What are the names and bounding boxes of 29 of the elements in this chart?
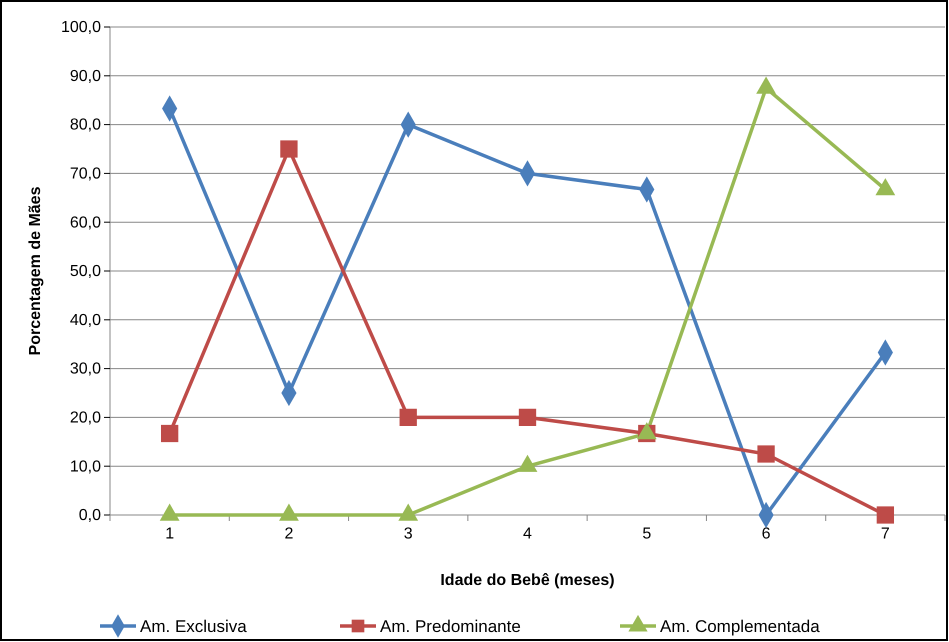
y-tick-label: 10,0 [70,458,102,476]
legend-label: Am. Complementada [660,617,820,636]
x-tick-label: 6 [762,525,771,542]
point [400,408,417,426]
y-tick-label: 70,0 [70,166,102,183]
point [280,140,298,158]
x-tick-label: 1 [165,525,174,542]
x-tick-label: 3 [404,525,413,542]
y-tick-label: 90,0 [70,68,102,85]
point [518,408,536,426]
point [876,506,894,524]
x-tick-label: 4 [523,525,532,542]
y-tick-label: 50,0 [70,263,102,280]
y-tick-label: 0,0 [78,507,102,524]
y-tick-label: 80,0 [70,116,102,134]
legend-label: Am. Exclusiva [140,617,248,636]
x-tick-label: 5 [642,525,652,542]
x-tick-label: 2 [284,525,294,542]
point [757,445,775,463]
y-tick-label: 20,0 [70,410,102,427]
y-tick-label: 30,0 [70,360,102,378]
y-tick-label: 40,0 [70,312,102,329]
y-tick-label: 100,0 [60,19,102,36]
x-axis-title: Idade do Bebê (meses) [440,572,615,589]
point [160,424,178,442]
y-tick-label: 60,0 [70,214,102,232]
legend-label: Am. Predominante [380,617,521,636]
x-tick-label: 7 [880,525,890,542]
y-axis-title: Porcentagem de Mães [27,186,44,356]
